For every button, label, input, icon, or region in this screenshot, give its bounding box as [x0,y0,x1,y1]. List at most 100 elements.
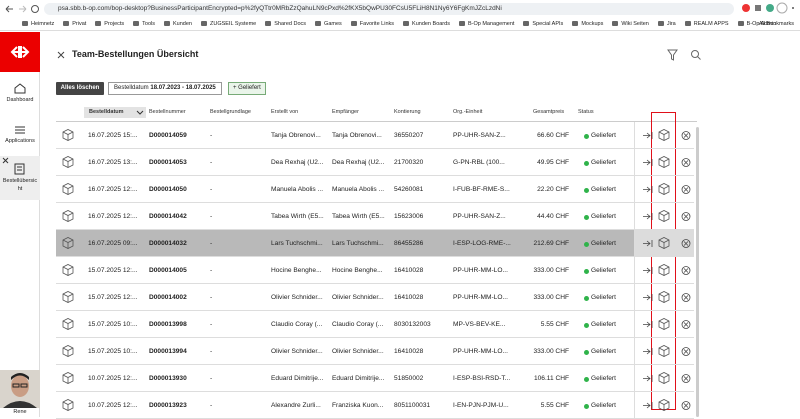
row-actions [634,230,694,257]
table-row[interactable] [56,203,634,230]
cell: - [210,294,213,301]
dashboard-icon[interactable] [13,82,27,94]
bookmark[interactable]: Kunden [164,21,192,27]
date-filter[interactable]: Bestelldatum 18.07.2023 - 18.07.2025 [108,82,222,95]
bookmark[interactable]: Privat [63,21,86,27]
status-dot [584,187,589,193]
cell: 16.07.2025 13:... [88,159,138,166]
bookmark[interactable]: REALM APPS [685,21,729,27]
column-header[interactable]: Bestelldatum [89,109,124,115]
cell: I-FUB-BF-RME-S... [453,186,510,193]
cell: I-ESP-BSI-RSD-T... [453,375,511,382]
cell: - [210,240,213,247]
table-row[interactable] [56,257,634,284]
status: Geliefert [591,159,616,166]
table-row[interactable] [56,149,634,176]
cell: D000013923 [149,402,187,409]
status-dot [584,403,589,409]
cell: 22.20 CHF [537,186,569,193]
cell: Hocine Benghe... [332,267,383,274]
cell: Olivier Schnider... [332,348,384,355]
column-header[interactable]: Status [578,109,594,115]
cell: I-EN-PJN-PJM-U... [453,402,509,409]
status: Geliefert [591,375,616,382]
applications-icon[interactable] [13,125,27,135]
cell: MP-VS-BEV-KE... [453,321,506,328]
sort-icon[interactable] [136,109,144,117]
active-tab[interactable] [0,156,40,200]
nav-item[interactable]: Dashboard [6,97,34,103]
cell: 333.00 CHF [533,294,569,301]
table-row[interactable] [56,230,634,257]
cell: Manuela Abolis ... [332,186,385,193]
column-header[interactable]: Erstellt von [271,109,299,115]
table-row[interactable] [56,176,634,203]
clear-button[interactable]: Alles löschen [56,82,104,95]
cell: 106.11 CHF [533,375,569,382]
row-actions [634,203,694,230]
status-filter[interactable]: + Geliefert [228,82,266,95]
column-header[interactable]: Empfänger [332,109,359,115]
bookmark[interactable]: Kunden Boards [403,21,450,27]
table-row[interactable] [56,365,634,392]
cell: 15.07.2025 10:... [88,321,138,328]
status-dot [584,268,589,274]
status-dot [584,133,589,139]
bookmark[interactable]: Projects [95,21,124,27]
cell: Dea Rexhaj (U2... [332,159,385,166]
cell: 5.55 CHF [540,321,569,328]
table-row[interactable] [56,284,634,311]
table-row[interactable] [56,122,634,149]
sort-chip[interactable] [84,107,146,118]
cell: 15.07.2025 12:... [88,267,138,274]
date-label: Bestelldatum [114,85,149,91]
nav-item[interactable]: Bestellübersicht [2,178,38,192]
cell: - [210,132,213,139]
tab-icons[interactable] [1,156,39,176]
bookmark[interactable]: Shared Docs [265,21,306,27]
bookmark[interactable]: B-Op Admin [738,21,777,27]
browser-icons [742,2,794,14]
logo[interactable] [0,32,40,72]
cell: 15623006 [394,213,424,220]
cell: 16410028 [394,348,424,355]
bookmark[interactable]: Games [315,21,342,27]
cell: 212.69 CHF [533,240,569,247]
bookmark[interactable]: Special APIs [523,21,563,27]
status-dot [584,376,589,382]
table-row[interactable] [56,311,634,338]
bookmarks-bar: Heimnetz Privat Projects Tools Kunden ZUGSEIL… [0,17,800,31]
cell: 333.00 CHF [533,348,569,355]
sidebar: Dashboard Applications Bestellübersicht … [0,32,40,417]
status-dot [584,322,589,328]
column-header[interactable]: Org.-Einheit [453,109,483,115]
bookmark[interactable]: Tools [133,21,155,27]
bookmark[interactable]: B-Op Management [459,21,514,27]
cell: - [210,267,213,274]
column-header[interactable]: Bestellnummer [149,109,186,115]
date-range: 18.07.2023 - 18.07.2025 [150,85,216,91]
avatar[interactable] [0,370,40,408]
nav-buttons[interactable] [4,3,40,14]
nav-item[interactable]: Applications [5,138,35,144]
bookmark[interactable]: Heimnetz [22,21,54,27]
column-header[interactable]: Bestellgrundlage [210,109,251,115]
column-header[interactable]: Kontierung [394,109,421,115]
close-button[interactable] [56,50,66,60]
all-bookmarks[interactable]: All Bookmarks [758,21,794,27]
cell: 10.07.2025 12:... [88,375,138,382]
scrollbar[interactable] [696,127,699,417]
cell: PP-UHR-MM-LO... [453,267,508,274]
bookmark[interactable]: ZUGSEIL Systeme [201,21,256,27]
row-actions [634,149,694,176]
bookmark[interactable]: Wiki Seiten [612,21,649,27]
bookmark[interactable]: Favorite Links [351,21,394,27]
table-row[interactable] [56,338,634,365]
url-bar[interactable]: psa.sbb.b-op.com/bop-desktop?BusinessPar… [44,3,734,15]
toolbar-icons[interactable] [667,49,707,61]
cell: 54260081 [394,186,424,193]
cell: - [210,402,213,409]
bookmark[interactable]: Jira [658,21,676,27]
column-header[interactable]: Gesamtpreis [533,109,565,115]
bookmark[interactable]: Mockups [572,21,603,27]
